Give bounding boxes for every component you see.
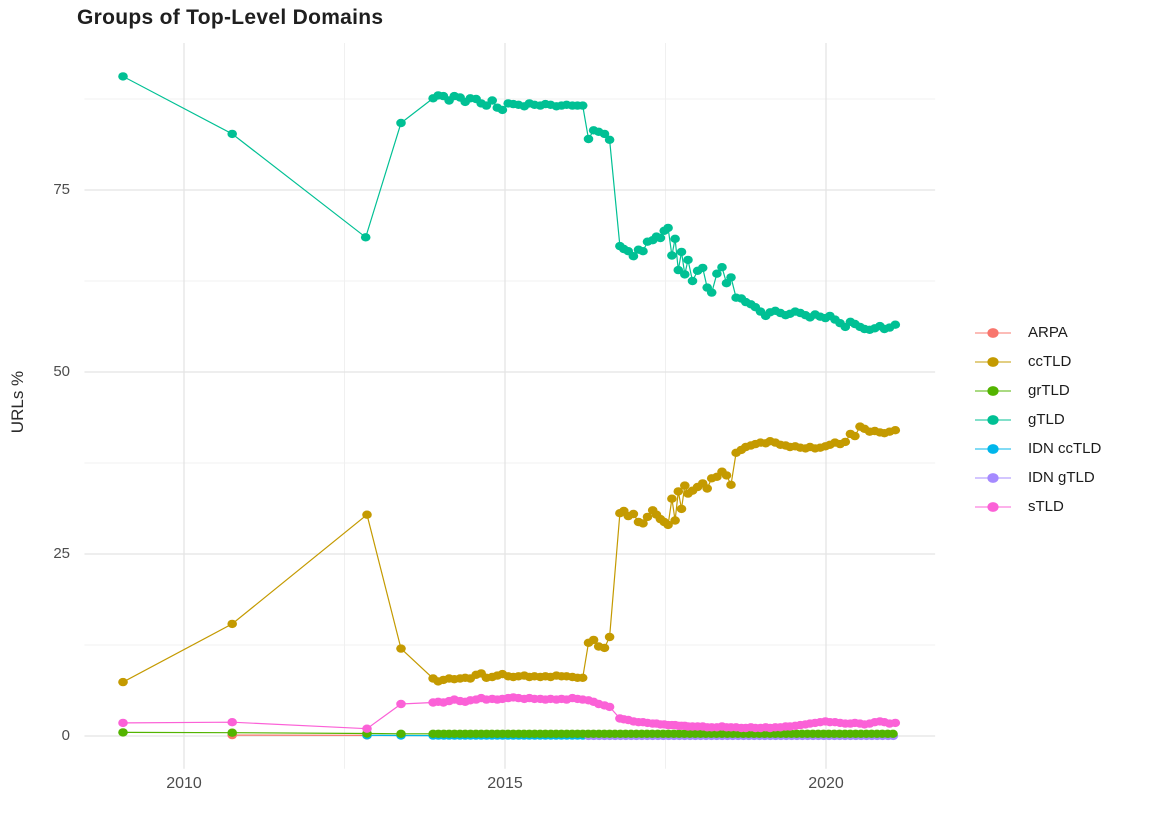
- legend-label-idn-gtld: IDN gTLD: [1028, 469, 1095, 486]
- series-point-gtld: [583, 134, 594, 144]
- series-point-gtld: [706, 288, 717, 297]
- legend-item-grtld: grTLD: [975, 376, 1161, 405]
- legend-key-gtld-icon: [975, 414, 1011, 425]
- series-point-gtld: [497, 105, 508, 115]
- legend-key-cctld-icon: [975, 356, 1011, 367]
- legend-item-gtld: gTLD: [975, 405, 1161, 434]
- series-point-stld: [227, 718, 237, 727]
- series-point-gtld: [670, 234, 680, 243]
- chart-title: Groups of Top-Level Domains: [77, 6, 384, 29]
- series-point-cctld: [663, 520, 673, 530]
- series-point-cctld: [604, 632, 615, 642]
- series-point-cctld: [676, 504, 687, 514]
- series-point-gtld: [118, 72, 128, 81]
- legend-label-idn-cctld: IDN ccTLD: [1028, 440, 1102, 457]
- series-point-cctld: [227, 619, 237, 629]
- series-point-gtld: [638, 247, 648, 256]
- legend-key-grtld-icon: [975, 385, 1011, 396]
- series-point-cctld: [599, 643, 610, 653]
- series-point-gtld: [577, 101, 588, 110]
- series-point-grtld: [888, 729, 898, 738]
- series-point-cctld: [680, 481, 690, 490]
- series-point-cctld: [628, 509, 639, 519]
- legend-key-idn-gtld-icon: [975, 472, 1011, 483]
- legend-item-stld: sTLD: [975, 492, 1161, 521]
- series-line-gtld: [122, 75, 896, 331]
- series-point-gtld: [227, 129, 237, 139]
- series-point-gtld: [481, 101, 492, 110]
- legend-item-cctld: ccTLD: [975, 347, 1161, 376]
- legend-label-stld: sTLD: [1028, 498, 1064, 515]
- series-point-gtld: [655, 233, 666, 243]
- legend-key-stld-icon: [975, 501, 1011, 512]
- series-point-cctld: [642, 512, 653, 522]
- series-point-gtld: [717, 263, 727, 272]
- series-point-gtld: [890, 320, 901, 329]
- x-tick-label: 2020: [808, 775, 844, 792]
- series-point-gtld: [673, 265, 684, 275]
- legend-item-idn-cctld: IDN ccTLD: [975, 434, 1161, 463]
- x-tick-label: 2010: [166, 775, 202, 792]
- series-point-cctld: [721, 471, 732, 480]
- legend-key-arpa-icon: [975, 327, 1011, 338]
- series-point-stld: [362, 724, 372, 733]
- series-point-cctld: [670, 516, 680, 525]
- series-point-cctld: [396, 644, 406, 653]
- series-point-cctld: [118, 677, 128, 687]
- series-point-gtld: [687, 276, 698, 286]
- series-point-cctld: [702, 484, 712, 493]
- series-point-cctld: [726, 480, 736, 489]
- series-point-cctld: [638, 519, 648, 528]
- series-point-grtld: [396, 729, 406, 738]
- y-tick-label: 0: [61, 727, 70, 744]
- series-point-gtld: [667, 251, 677, 260]
- series-point-stld: [118, 718, 128, 728]
- series-point-cctld: [577, 673, 588, 682]
- legend-label-arpa: ARPA: [1028, 324, 1068, 341]
- y-tick-label: 50: [53, 363, 70, 380]
- x-tick-label: 2015: [487, 775, 523, 792]
- legend-key-idn-cctld-icon: [975, 443, 1011, 454]
- legend-label-gtld: gTLD: [1028, 411, 1065, 428]
- series-point-cctld: [850, 431, 860, 441]
- series-point-cctld: [588, 635, 599, 645]
- series-point-gtld: [726, 273, 736, 282]
- series-point-stld: [604, 702, 615, 712]
- y-tick-label: 25: [53, 545, 70, 562]
- series-point-cctld: [673, 487, 684, 496]
- legend: ARPA ccTLD grTLD gTLD IDN ccTLD IDN gTLD sTLD: [975, 318, 1161, 521]
- series-point-grtld: [227, 728, 237, 737]
- y-tick-label: 75: [53, 181, 70, 198]
- series-point-gtld: [676, 247, 687, 257]
- series-point-stld: [890, 718, 901, 728]
- legend-item-idn-gtld: IDN gTLD: [975, 463, 1161, 492]
- series-point-cctld: [362, 510, 372, 519]
- legend-item-arpa: ARPA: [975, 318, 1161, 347]
- series-point-gtld: [680, 270, 690, 279]
- legend-label-cctld: ccTLD: [1028, 353, 1072, 370]
- series-point-stld: [396, 699, 406, 709]
- series-point-gtld: [628, 252, 639, 261]
- series-point-cctld: [667, 494, 677, 503]
- series-point-gtld: [663, 223, 673, 233]
- series-point-gtld: [599, 129, 610, 139]
- series-point-gtld: [604, 135, 615, 144]
- series-point-gtld: [487, 96, 498, 105]
- series-point-gtld: [683, 255, 693, 265]
- series-point-cctld: [840, 437, 851, 447]
- series-point-grtld: [118, 728, 128, 737]
- series-point-gtld: [360, 233, 371, 242]
- series-point-gtld: [697, 263, 708, 273]
- legend-label-grtld: grTLD: [1028, 382, 1070, 399]
- series-point-gtld: [396, 118, 406, 128]
- series-point-gtld: [712, 269, 722, 278]
- series-point-cctld: [890, 426, 901, 435]
